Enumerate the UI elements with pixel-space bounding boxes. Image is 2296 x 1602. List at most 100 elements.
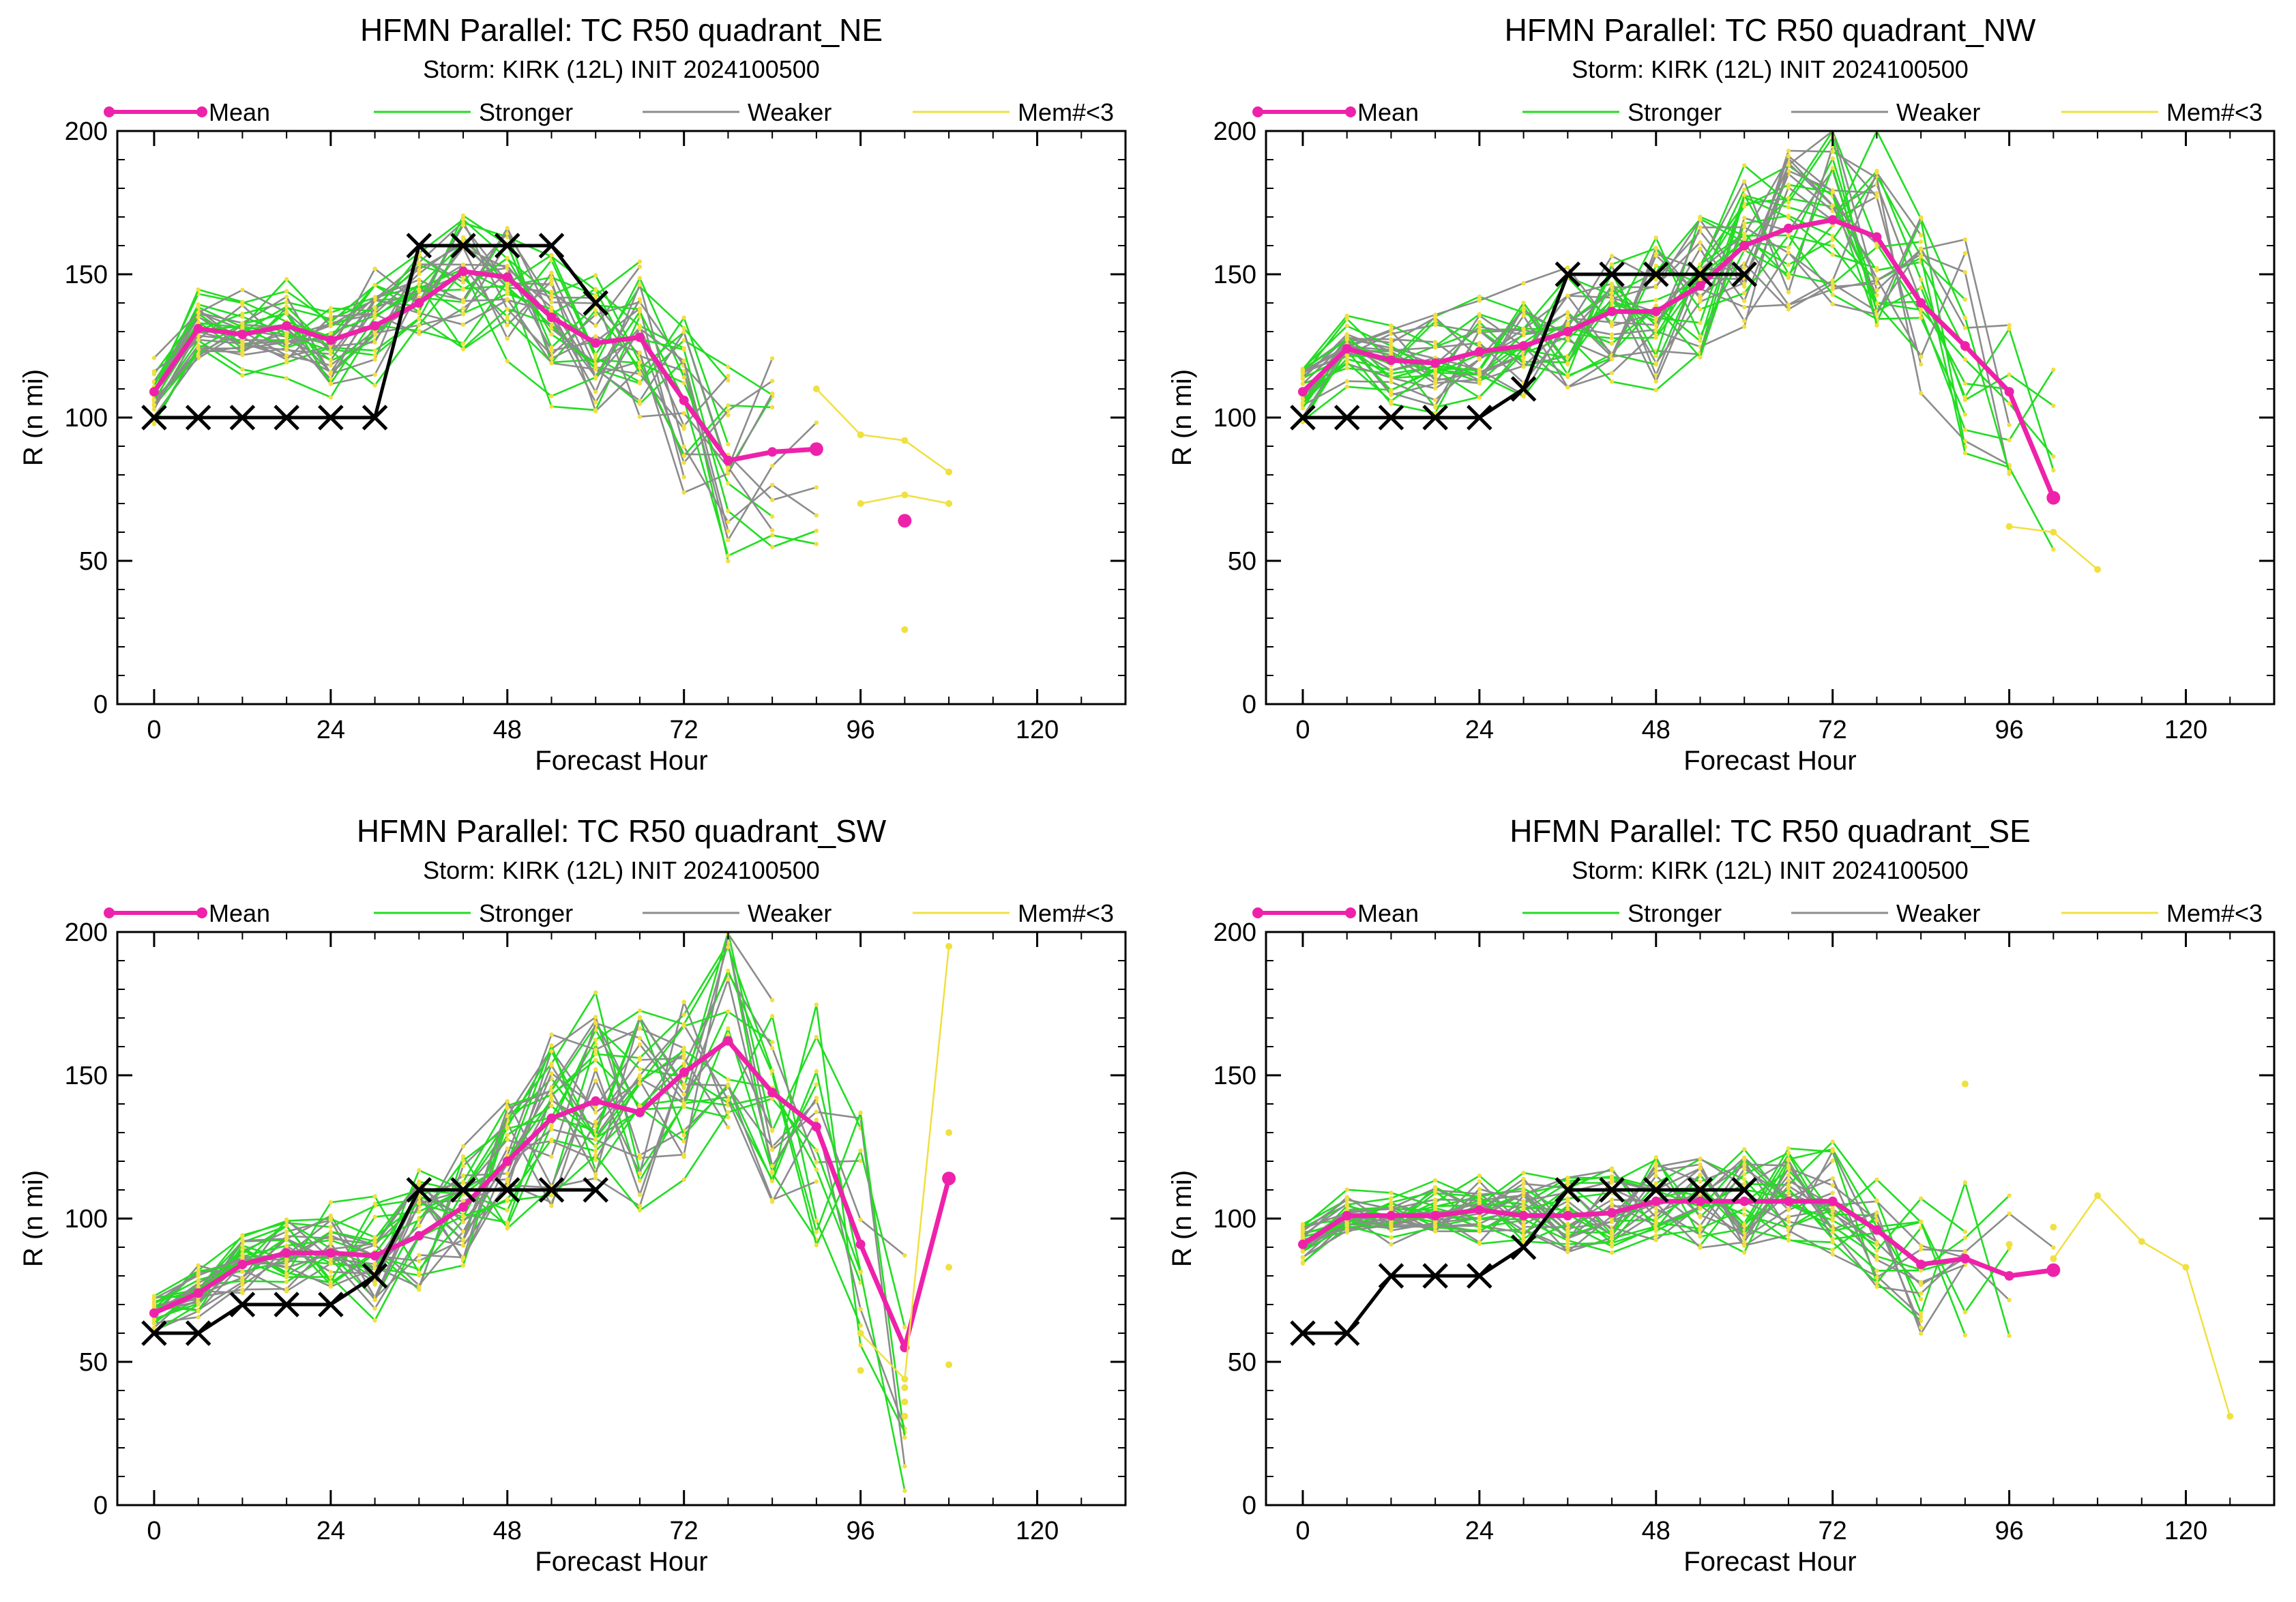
member-point [240, 1247, 245, 1252]
few-members-point [2005, 523, 2013, 530]
few-members-point [2050, 1255, 2057, 1262]
member-point [1830, 252, 1835, 257]
member-point [1698, 334, 1703, 338]
member-point [1389, 327, 1394, 332]
member-point [328, 1275, 334, 1279]
mean-point [237, 330, 248, 340]
member-point [372, 372, 377, 377]
member-point [1477, 1228, 1482, 1234]
member-point [1962, 1236, 1968, 1240]
member-point [1389, 348, 1394, 353]
member-point [1521, 364, 1526, 369]
member-point [1786, 233, 1791, 238]
member-point [328, 1217, 334, 1221]
best-track-x-marker [583, 290, 609, 316]
mean-point [1607, 1208, 1617, 1218]
member-point [1344, 356, 1349, 362]
member-point [1786, 1150, 1791, 1156]
x-tick-label: 24 [317, 1517, 345, 1545]
member-point [637, 326, 643, 331]
mean-point [1297, 1239, 1308, 1249]
member-point [1565, 293, 1570, 298]
member-point [1653, 1165, 1658, 1169]
stronger-member-line [1301, 184, 2055, 457]
member-point [593, 1144, 598, 1149]
mean-point [1474, 347, 1484, 357]
member-point [1477, 1186, 1482, 1191]
member-point [417, 317, 422, 321]
member-point [593, 1037, 598, 1043]
member-point [1432, 386, 1438, 391]
member-point [417, 282, 422, 287]
legend-marker-mean [196, 907, 207, 918]
member-point [681, 1023, 686, 1029]
member-point [1521, 1228, 1526, 1233]
member-point [1477, 319, 1482, 325]
member-point [1962, 1249, 1968, 1255]
mean-point [546, 1113, 557, 1123]
member-point [726, 968, 731, 974]
member-point [549, 306, 554, 312]
member-point [372, 1214, 377, 1219]
member-point [1521, 1200, 1526, 1206]
member-point [1521, 392, 1526, 397]
x-tick-label: 48 [493, 716, 522, 744]
mean-point [458, 266, 469, 276]
member-point [417, 1209, 422, 1214]
member-point [1698, 214, 1703, 220]
member-point [1477, 373, 1482, 377]
member-point [1786, 302, 1791, 307]
legend-label-mem: Mem#<3 [2166, 98, 2263, 126]
member-point [1742, 304, 1747, 310]
member-point [1609, 1176, 1615, 1180]
member-point [1786, 1233, 1791, 1238]
member-point [726, 508, 731, 514]
member-point [814, 1218, 819, 1223]
member-point [417, 323, 422, 327]
member-point [549, 1193, 554, 1197]
x-tick-label: 0 [1295, 716, 1310, 744]
member-point [284, 300, 289, 305]
member-point [1653, 323, 1658, 327]
member-point [1432, 1186, 1438, 1191]
best-track-x-marker [1334, 1320, 1360, 1346]
weaker-member-line [1302, 1194, 2055, 1294]
member-point [1786, 262, 1791, 267]
weaker-member-line [153, 976, 817, 1300]
member-point [1565, 1242, 1570, 1247]
mean-end-point [809, 442, 823, 456]
ensemble-members [151, 932, 907, 1494]
chart-subtitle: Storm: KIRK (12L) INIT 2024100500 [1572, 55, 1969, 83]
member-point [637, 1104, 643, 1109]
best-track-x-marker [1510, 1234, 1537, 1260]
member-point [372, 353, 377, 358]
member-point [1698, 338, 1703, 343]
member-point [328, 1238, 334, 1243]
member-point [2007, 469, 2012, 474]
member-point [1918, 1325, 1924, 1330]
series-layer [1297, 1080, 2234, 1420]
member-point [1830, 1183, 1835, 1188]
best-track-x-marker [495, 233, 520, 259]
x-tick-label: 72 [1819, 1517, 1847, 1545]
member-point [460, 322, 466, 327]
member-point [549, 275, 554, 280]
member-point [726, 529, 731, 534]
member-point [1830, 1158, 1835, 1163]
member-point [637, 1192, 643, 1197]
mean-point [458, 1202, 469, 1212]
member-point [593, 375, 598, 380]
member-point [240, 1269, 245, 1275]
member-point [1477, 395, 1482, 400]
member-point [1698, 1232, 1703, 1238]
member-point [1653, 327, 1658, 332]
member-point [460, 1229, 466, 1234]
legend-label-stronger: Stronger [1628, 899, 1722, 927]
member-point [593, 407, 598, 413]
member-point [284, 1271, 289, 1277]
member-point [902, 1325, 907, 1330]
member-point [1830, 1247, 1835, 1253]
legend: Mean Stronger Weaker Mem#<3 [104, 98, 1114, 126]
best-track-x-marker [406, 1177, 432, 1203]
chart-panel-4: HFMN Parallel: TC R50 quadrant_SE Storm: … [1167, 813, 2276, 1577]
